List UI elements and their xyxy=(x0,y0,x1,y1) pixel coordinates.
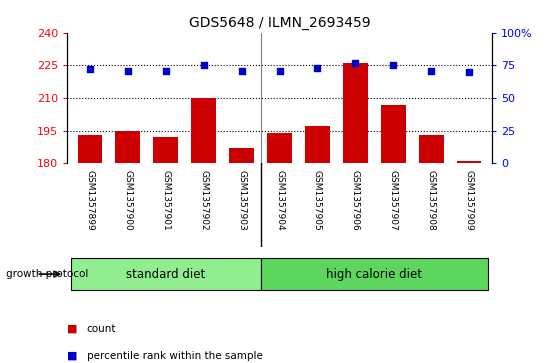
FancyBboxPatch shape xyxy=(71,258,260,290)
Point xyxy=(313,65,322,71)
Text: GSM1357902: GSM1357902 xyxy=(199,170,208,231)
Bar xyxy=(381,105,406,163)
Point xyxy=(237,68,246,73)
Text: percentile rank within the sample: percentile rank within the sample xyxy=(87,351,263,361)
Point xyxy=(199,62,208,68)
Bar xyxy=(419,135,443,163)
Text: ■: ■ xyxy=(67,323,78,334)
Text: GSM1357906: GSM1357906 xyxy=(351,170,360,231)
Text: GSM1357905: GSM1357905 xyxy=(313,170,322,231)
Text: GSM1357907: GSM1357907 xyxy=(389,170,398,231)
Text: GSM1357899: GSM1357899 xyxy=(86,170,94,231)
Point xyxy=(86,66,94,72)
Text: GSM1357909: GSM1357909 xyxy=(465,170,473,231)
Point xyxy=(389,62,398,68)
Text: ■: ■ xyxy=(67,351,78,361)
Bar xyxy=(191,98,216,163)
Bar xyxy=(457,161,481,163)
Text: growth protocol: growth protocol xyxy=(6,269,88,279)
Bar xyxy=(116,131,140,163)
Text: GSM1357900: GSM1357900 xyxy=(124,170,132,231)
Text: count: count xyxy=(87,323,116,334)
Bar xyxy=(153,137,178,163)
Text: high calorie diet: high calorie diet xyxy=(326,268,423,281)
FancyBboxPatch shape xyxy=(260,258,488,290)
Point xyxy=(465,69,473,75)
Point xyxy=(161,68,170,73)
Point xyxy=(275,68,284,73)
Bar xyxy=(229,148,254,163)
Text: GSM1357903: GSM1357903 xyxy=(237,170,246,231)
Text: GSM1357908: GSM1357908 xyxy=(427,170,435,231)
Bar xyxy=(343,63,368,163)
Point xyxy=(124,68,132,73)
Point xyxy=(427,68,435,73)
Bar xyxy=(78,135,102,163)
Point xyxy=(351,60,360,66)
Bar xyxy=(267,133,292,163)
Text: GSM1357901: GSM1357901 xyxy=(161,170,170,231)
Text: GSM1357904: GSM1357904 xyxy=(275,170,284,231)
Text: standard diet: standard diet xyxy=(126,268,205,281)
Bar xyxy=(305,126,330,163)
Title: GDS5648 / ILMN_2693459: GDS5648 / ILMN_2693459 xyxy=(189,16,370,30)
